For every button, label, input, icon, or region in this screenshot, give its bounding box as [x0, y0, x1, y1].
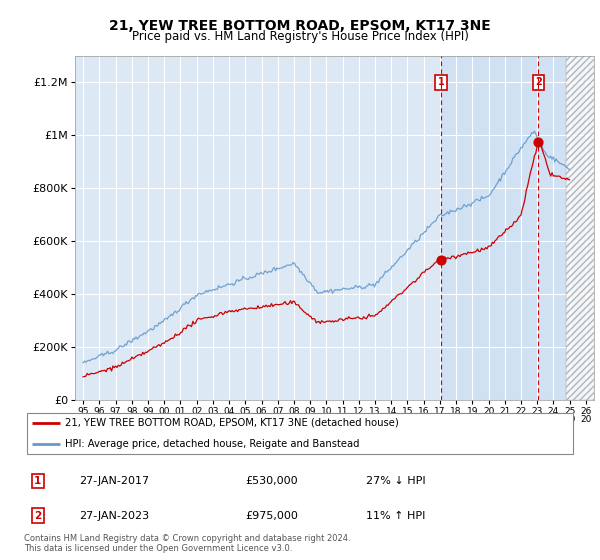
Text: 1: 1	[437, 77, 445, 87]
Text: 11% ↑ HPI: 11% ↑ HPI	[366, 511, 425, 521]
Text: £530,000: £530,000	[245, 476, 298, 486]
Text: 2: 2	[535, 77, 542, 87]
FancyBboxPatch shape	[27, 413, 573, 454]
Text: Price paid vs. HM Land Registry's House Price Index (HPI): Price paid vs. HM Land Registry's House …	[131, 30, 469, 43]
Text: 1: 1	[34, 476, 41, 486]
Bar	[566, 30, 600, 400]
Text: 27% ↓ HPI: 27% ↓ HPI	[366, 476, 426, 486]
Text: Contains HM Land Registry data © Crown copyright and database right 2024.
This d: Contains HM Land Registry data © Crown c…	[24, 534, 350, 553]
Point	[436, 255, 446, 264]
Text: HPI: Average price, detached house, Reigate and Banstead: HPI: Average price, detached house, Reig…	[65, 439, 360, 449]
Text: 21, YEW TREE BOTTOM ROAD, EPSOM, KT17 3NE: 21, YEW TREE BOTTOM ROAD, EPSOM, KT17 3N…	[109, 19, 491, 33]
Text: £975,000: £975,000	[245, 511, 298, 521]
Text: 2: 2	[34, 511, 41, 521]
Text: 27-JAN-2023: 27-JAN-2023	[79, 511, 149, 521]
Bar	[441, 56, 566, 400]
Point	[533, 138, 543, 147]
Text: 27-JAN-2017: 27-JAN-2017	[79, 476, 149, 486]
Text: 21, YEW TREE BOTTOM ROAD, EPSOM, KT17 3NE (detached house): 21, YEW TREE BOTTOM ROAD, EPSOM, KT17 3N…	[65, 418, 399, 428]
Bar	[566, 30, 600, 400]
